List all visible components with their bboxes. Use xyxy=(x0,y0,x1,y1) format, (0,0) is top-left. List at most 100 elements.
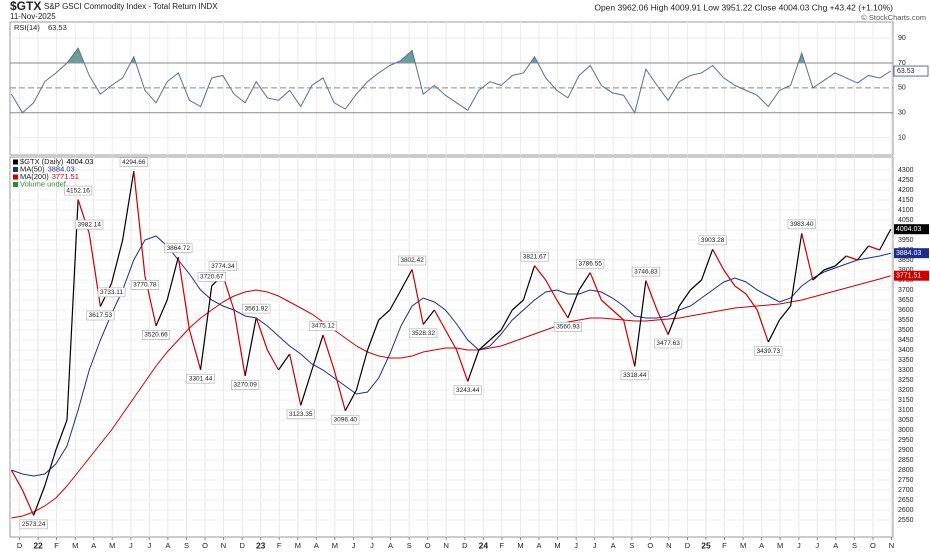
x-tick-label: S xyxy=(629,541,634,550)
value-tag xyxy=(894,224,929,235)
x-tick-label: 24 xyxy=(479,540,489,550)
annotation-box xyxy=(787,219,816,230)
price-segment xyxy=(355,349,369,391)
price-segment xyxy=(66,199,79,421)
x-tick-label: J xyxy=(815,541,819,550)
x-tick-label: M xyxy=(740,541,746,550)
x-tick-label: S xyxy=(852,541,857,550)
annotation-box xyxy=(142,330,171,340)
price-segment xyxy=(846,255,858,261)
y-tick-label: 50 xyxy=(898,85,906,92)
annotation-box xyxy=(186,373,215,384)
rsi-line xyxy=(10,47,892,114)
annotation-label: 3475.12 xyxy=(311,323,335,330)
annotation-label: 3786.55 xyxy=(578,260,602,267)
overlay: D 22 F M A M J J A S O N D 23 F M A M J J A S O N D 24 F M A M J J A S O N D… xyxy=(13,23,929,550)
annotation-label: 3821.67 xyxy=(523,253,547,260)
x-tick-label: A xyxy=(759,541,764,550)
price-segment xyxy=(456,349,469,382)
price-segment xyxy=(823,265,836,271)
price-segment xyxy=(55,419,68,451)
y-tick-label: 70 xyxy=(898,60,906,67)
legend-label: RSI(14) xyxy=(14,23,40,32)
y-tick-label: 3800 xyxy=(898,267,914,274)
price-segment xyxy=(378,309,391,321)
y-tick-label: 2650 xyxy=(898,497,914,504)
x-tick-label: A xyxy=(536,541,541,550)
annotation-label: 3802.42 xyxy=(400,257,424,264)
overbought-fill xyxy=(67,48,805,64)
value-tag xyxy=(894,270,929,281)
y-tick-label: 3200 xyxy=(898,387,914,394)
y-tick-label: 3450 xyxy=(898,337,914,344)
price-segment xyxy=(778,305,792,321)
price-segment xyxy=(511,299,524,311)
annotation-box xyxy=(119,157,148,167)
y-tick-label: 3500 xyxy=(898,327,914,334)
y-tick-label: 3600 xyxy=(898,307,914,314)
annotation-box xyxy=(242,303,271,314)
legend-swatch xyxy=(13,182,18,187)
price-segment xyxy=(10,469,23,491)
price-segment xyxy=(233,309,246,377)
annotation-label: 3561.92 xyxy=(244,305,268,312)
annotation-label: 3983.40 xyxy=(790,221,814,228)
price-segment xyxy=(255,317,268,351)
x-tick-label: A xyxy=(165,541,170,550)
annotation-box xyxy=(754,346,783,356)
x-tick-label: F xyxy=(500,541,505,550)
annotation-box xyxy=(631,266,660,277)
y-tick-label: 3150 xyxy=(898,397,914,404)
price-segment xyxy=(678,289,691,307)
legend-swatch xyxy=(13,174,18,180)
price-segment xyxy=(545,279,558,301)
price-segment xyxy=(122,170,135,241)
annotation-box xyxy=(308,321,338,331)
value-tag xyxy=(893,65,929,77)
x-tick-label: A xyxy=(314,541,319,550)
price-segment xyxy=(177,256,191,331)
annotation-label: 3560.93 xyxy=(556,324,580,331)
annotation-box xyxy=(654,338,683,349)
annotation-label: 2573.24 xyxy=(22,521,46,528)
price-segment xyxy=(266,349,280,371)
x-tick-label: D xyxy=(17,541,23,550)
annotation-box xyxy=(19,519,48,530)
price-segment xyxy=(856,245,869,261)
x-tick-label: 25 xyxy=(701,540,711,550)
price-segment xyxy=(311,334,324,371)
x-tick-label: M xyxy=(777,541,783,550)
x-tick-label: M xyxy=(72,541,78,550)
price-segment xyxy=(567,289,580,319)
credit: © StockCharts.com xyxy=(861,13,926,22)
price-segment xyxy=(723,269,736,287)
annotation-box xyxy=(398,255,427,266)
y-tick-label: 2850 xyxy=(898,457,914,464)
y-tick-label: 3950 xyxy=(898,237,914,244)
price-segment xyxy=(789,233,803,307)
x-tick-label: 23 xyxy=(256,540,266,550)
annotation-box xyxy=(231,380,260,390)
price-segment xyxy=(389,289,402,311)
y-tick-label: 3550 xyxy=(898,317,914,324)
price-segment xyxy=(879,228,892,251)
price-segment xyxy=(400,269,413,291)
price-segment xyxy=(612,309,625,321)
annotation-label: 3123.35 xyxy=(289,411,313,418)
price-segment xyxy=(589,272,602,301)
y-tick-label: 2750 xyxy=(898,477,914,484)
price-plot xyxy=(10,170,892,519)
price-segment xyxy=(300,369,313,406)
price-segment xyxy=(411,269,424,325)
y-tick-label: 3250 xyxy=(898,377,914,384)
price-segment xyxy=(188,329,202,370)
annotation-label: 3520.66 xyxy=(144,332,168,339)
y-tick-label: 3350 xyxy=(898,357,914,364)
ma-line xyxy=(11,235,891,477)
y-tick-label: 3300 xyxy=(898,367,914,374)
price-segment xyxy=(344,389,357,412)
price-segment xyxy=(444,329,458,351)
annotation-label: 3243.44 xyxy=(456,387,480,394)
price-segment xyxy=(422,309,435,325)
quote: Open 3962.06 High 4009.91 Low 3951.22 Cl… xyxy=(594,2,893,12)
